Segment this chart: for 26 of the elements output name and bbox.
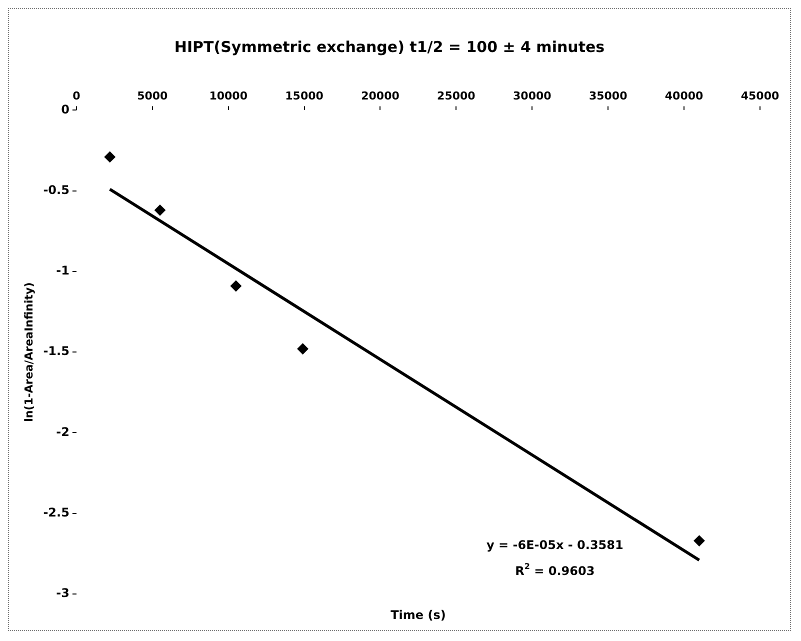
x-tick-label: 30000 <box>513 89 552 102</box>
annotation: y = -6E-05x - 0.3581 <box>486 538 624 552</box>
point <box>154 204 166 216</box>
y-tick-label: -0.5 <box>43 182 70 197</box>
y-axis-title: ln(1-Area/AreaInfinity) <box>22 282 36 422</box>
chart-title: HIPT(Symmetric exchange) t1/2 = 100 ± 4 minutes <box>174 38 605 56</box>
x-tick-label: 15000 <box>285 89 324 102</box>
y-tick-label: -1.5 <box>43 344 70 358</box>
y-tick-label: -1 <box>56 264 70 278</box>
point <box>297 343 308 354</box>
x-tick-label: 10000 <box>209 89 248 102</box>
x-tick-label: 40000 <box>664 89 704 102</box>
x-axis-title: Time (s) <box>390 608 446 622</box>
x-tick-label: 5000 <box>137 89 168 102</box>
y-tick-label: -2 <box>56 424 70 439</box>
x-tick-label: 20000 <box>361 89 400 102</box>
y-tick-label: -3 <box>56 586 70 600</box>
x-tick-label: 0 <box>72 89 81 102</box>
point <box>104 151 116 162</box>
y-tick-label: -2.5 <box>43 505 70 520</box>
x-tick-label: 35000 <box>588 89 628 102</box>
y-tick-label: 0 <box>61 102 70 116</box>
point <box>694 535 705 546</box>
x-tick-label: 45000 <box>740 89 780 102</box>
x-tick-label: 25000 <box>437 89 476 102</box>
point <box>230 280 242 292</box>
